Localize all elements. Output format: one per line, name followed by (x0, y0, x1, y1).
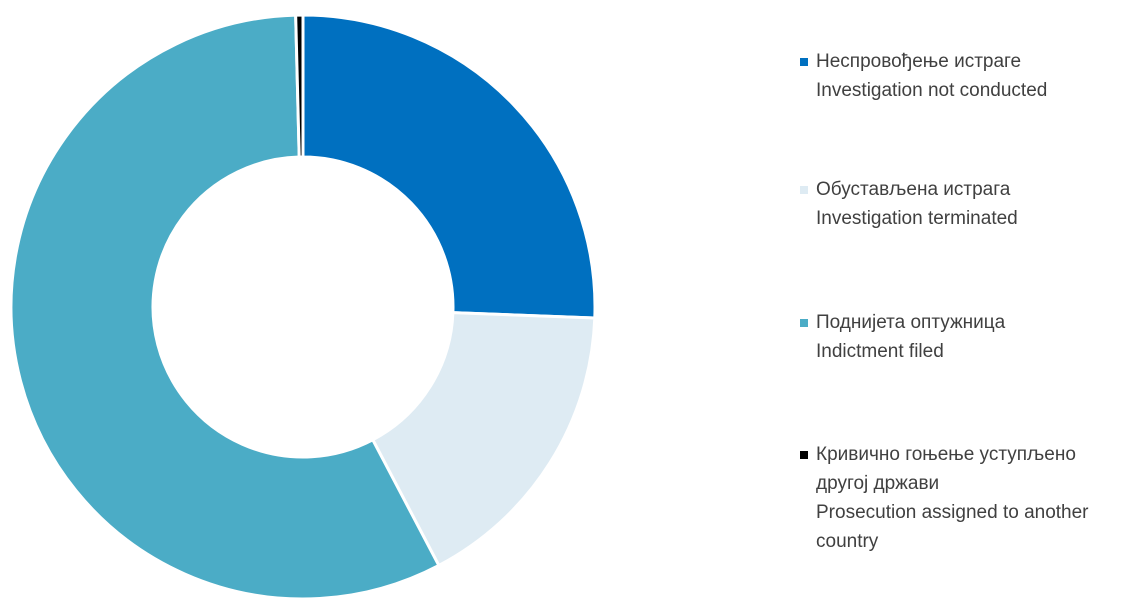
legend-label: Investigation not conducted (816, 80, 1047, 101)
legend-label: Поднијета оптужница (816, 312, 1006, 333)
legend-label: Обустављена истрага (816, 179, 1011, 200)
legend-label: Неспровођење истраге (816, 51, 1021, 72)
legend-marker (800, 451, 808, 459)
legend-marker (800, 58, 808, 66)
legend-marker (800, 319, 808, 327)
legend-label: country (816, 531, 879, 552)
legend-label: Prosecution assigned to another (816, 502, 1089, 523)
legend-label: Indictment filed (816, 341, 944, 362)
donut-slice (9, 13, 441, 598)
legend-label: другој држави (816, 473, 939, 494)
legend-label: Investigation terminated (816, 208, 1018, 229)
legend-marker (800, 186, 808, 194)
donut-slice (301, 13, 597, 320)
donut-slice (370, 311, 597, 568)
donut-slice (294, 13, 305, 159)
legend-label: Кривично гоњење уступљено (816, 444, 1076, 465)
